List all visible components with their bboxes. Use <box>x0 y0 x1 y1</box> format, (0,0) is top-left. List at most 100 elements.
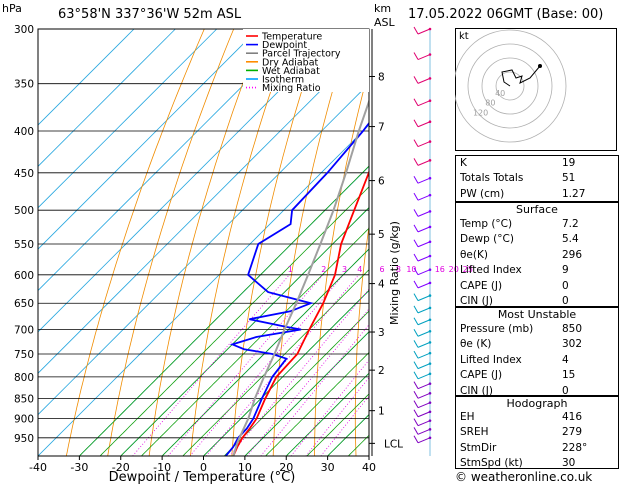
mixing-ratio-line <box>189 274 344 456</box>
wind-barb <box>413 293 432 302</box>
index-label: K <box>460 157 467 169</box>
wind-barb-flag <box>413 340 419 348</box>
wind-barb-dot <box>428 140 432 143</box>
dry-adiabat-line <box>148 29 264 456</box>
x-tick-label: 0 <box>200 461 207 474</box>
wind-barb-dot <box>428 382 432 385</box>
wind-barb-flag <box>413 209 419 217</box>
wind-barb-dot <box>428 27 432 31</box>
wind-barb-staff <box>417 100 431 107</box>
station-location: 63°58'N 337°36'W 52m ASL <box>58 7 242 22</box>
pressure-tick-label: 300 <box>14 24 34 36</box>
wind-barb-flag <box>413 175 419 184</box>
row-label: StmDir <box>460 441 497 454</box>
legend-label: Temperature <box>261 32 322 43</box>
wind-barb-staff <box>417 363 431 370</box>
wind-barb-staff <box>417 282 431 289</box>
wind-barb-flag <box>413 98 419 106</box>
wind-barb <box>413 391 432 399</box>
hodo-row: StmDir 228° <box>456 441 618 456</box>
mixing-ratio-axis-title: Mixing Ratio (g/kg) <box>388 221 401 325</box>
surface-row: CIN (J) 0 <box>456 294 618 309</box>
forecast-datetime: 17.05.2022 06GMT (Base: 00) <box>408 7 604 22</box>
wind-barb <box>413 267 432 276</box>
most-unstable-title: Most Unstable <box>497 308 577 321</box>
mixing-ratio-line <box>167 274 324 456</box>
pressure-tick-label: 350 <box>14 79 34 91</box>
x-tick-label: 10 <box>238 461 252 474</box>
surface-row: CAPE (J) 0 <box>456 279 618 294</box>
row-label: CIN (J) <box>460 384 493 397</box>
wind-barb-staff <box>417 141 431 148</box>
wind-barb-dot <box>428 401 432 404</box>
wind-barb <box>413 427 432 435</box>
wind-barb-flag <box>413 139 419 147</box>
wind-barb-staff <box>417 437 431 444</box>
wind-barb-dot <box>428 329 432 333</box>
wind-barb-flag <box>413 192 419 201</box>
wind-barb-staff <box>417 392 431 399</box>
wind-barb-dot <box>428 53 432 56</box>
wind-barb-staff <box>417 241 431 248</box>
wind-barb-dot <box>428 436 432 440</box>
wind-barb-flag <box>413 253 419 262</box>
wind-barb-staff <box>417 226 431 233</box>
x-tick-label: 30 <box>321 461 335 474</box>
hodo-row: SREH 279 <box>456 425 618 440</box>
wind-barb-staff <box>417 28 431 35</box>
wind-barb-flag <box>413 305 419 314</box>
wind-barb-staff <box>417 194 431 201</box>
wind-barb-staff <box>417 307 431 314</box>
pressure-tick-label: 850 <box>14 393 34 405</box>
wind-barb <box>413 409 432 418</box>
pressure-tick-label: 650 <box>14 298 34 310</box>
hodograph-ring <box>481 57 539 115</box>
row-label: CAPE (J) <box>460 279 503 292</box>
wind-barb-dot <box>428 410 432 414</box>
isotherm-line <box>38 29 259 250</box>
row-value: 5.4 <box>562 233 579 246</box>
wind-barb-flag <box>413 371 419 380</box>
wind-barb-flag <box>413 350 419 359</box>
legend-label: Isotherm <box>262 75 304 86</box>
wind-barb-dot <box>428 254 432 258</box>
wind-barb-staff <box>417 373 431 380</box>
row-label: StmSpd (kt) <box>460 457 523 470</box>
wind-barb-flag <box>413 267 419 275</box>
wind-barb-staff <box>417 319 431 326</box>
row-value: 850 <box>562 323 583 335</box>
wind-barb-staff <box>417 411 431 418</box>
row-label: Temp (°C) <box>460 218 513 230</box>
hodograph-ring-label: 80 <box>485 99 495 108</box>
wind-barb-flag <box>413 52 419 60</box>
row-value: 0 <box>562 279 569 292</box>
wind-barb-dot <box>428 193 432 197</box>
wind-barb-dot <box>428 77 432 80</box>
legend-label: Parcel Trajectory <box>262 49 341 60</box>
wind-barb-flag <box>413 119 419 127</box>
index-row-pw: PW (cm) 1.27 <box>456 187 618 202</box>
hodograph-stats-table: Hodograph EH 416 SREH 279 StmDir 228° StmSp… <box>455 395 619 469</box>
wind-barb-staff <box>417 159 431 166</box>
wet-adiabat-line <box>244 331 369 456</box>
mixing-ratio-label: 6 <box>379 265 384 274</box>
row-label: Lifted Index <box>460 264 522 277</box>
wind-barb-flag <box>413 435 419 444</box>
asl-axis-label: ASL <box>374 16 395 29</box>
isotherm-line <box>38 29 300 292</box>
wind-barb-dot <box>428 225 432 229</box>
dry-adiabat-line <box>354 223 369 456</box>
pressure-tick-label: 800 <box>14 372 34 384</box>
wind-barb <box>413 435 432 444</box>
wind-barb-dot <box>428 240 432 244</box>
wind-barb-flag <box>413 418 419 426</box>
hodo-row: EH 416 <box>456 410 618 425</box>
wind-barb-dot <box>428 120 432 124</box>
row-value: 416 <box>562 411 583 423</box>
mixing-ratio-label: 2 <box>321 265 326 274</box>
km-tick-label: 6 <box>378 176 385 188</box>
surface-row: Lifted Index 9 <box>456 263 618 278</box>
wind-barb-flag <box>413 427 419 435</box>
dry-adiabat-line <box>65 29 205 456</box>
wind-barb <box>413 119 432 128</box>
